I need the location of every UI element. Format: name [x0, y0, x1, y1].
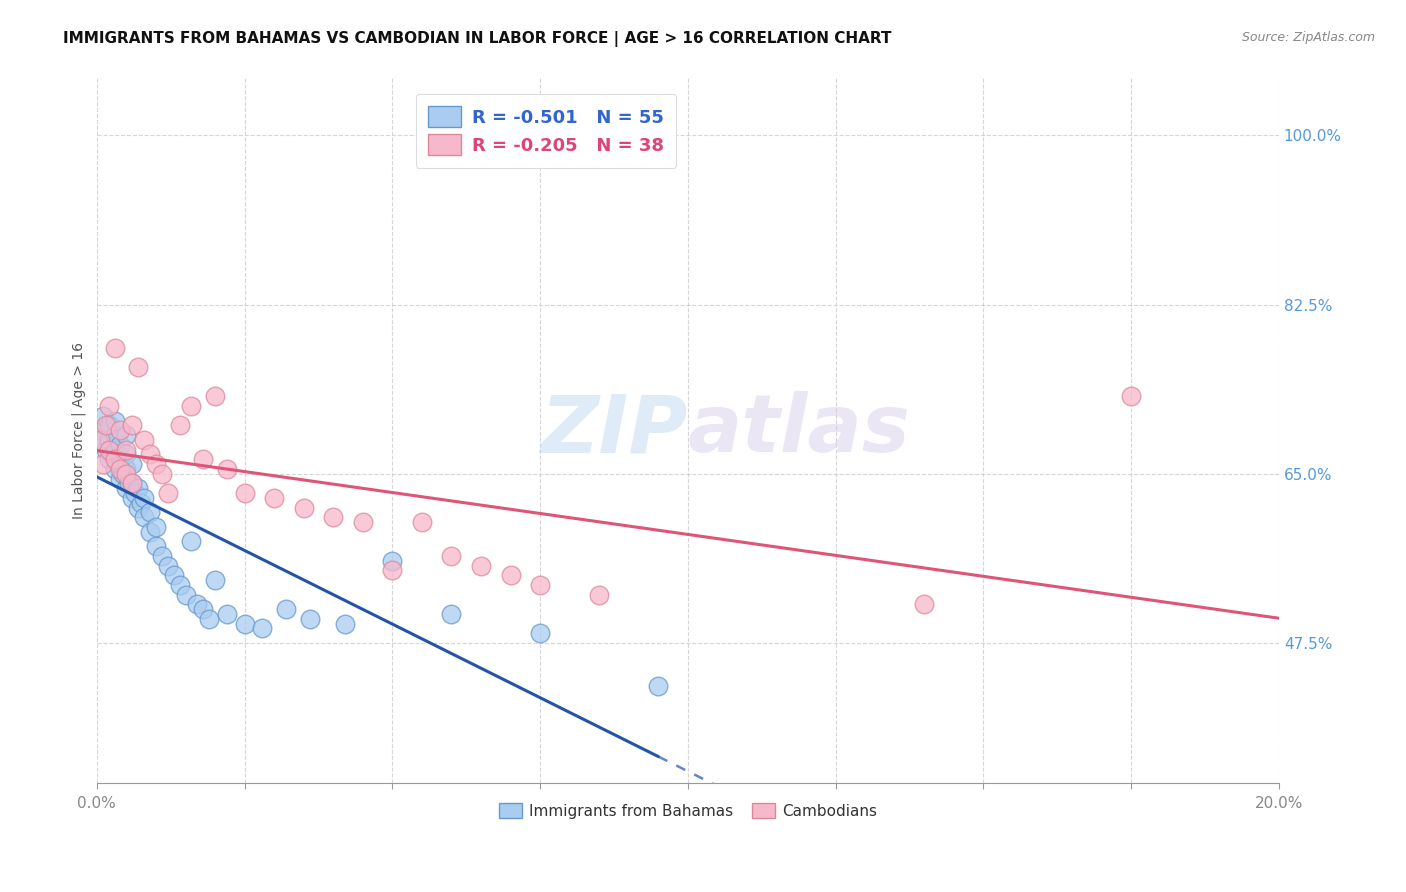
Point [381, 563, 404, 577]
Point [139, 505, 162, 519]
Point [121, 476, 143, 491]
Point [180, 534, 202, 549]
Point [97, 442, 120, 457]
Point [193, 452, 215, 467]
Point [121, 457, 143, 471]
Point [233, 616, 256, 631]
Point [115, 428, 138, 442]
Text: Source: ZipAtlas.com: Source: ZipAtlas.com [1241, 31, 1375, 45]
Point [529, 626, 551, 640]
Point [204, 389, 226, 403]
Point [115, 467, 138, 481]
Point [112, 467, 135, 481]
Point [103, 452, 125, 467]
Point [91, 457, 114, 471]
Point [107, 457, 129, 471]
Point [100, 447, 122, 461]
Point [145, 457, 167, 471]
Point [215, 607, 238, 621]
Point [912, 597, 935, 611]
Point [91, 409, 114, 423]
Point [381, 554, 404, 568]
Text: ZIP: ZIP [540, 392, 688, 469]
Point [89, 433, 111, 447]
Point [103, 442, 125, 457]
Point [127, 500, 149, 515]
Point [1121, 389, 1143, 403]
Point [588, 588, 610, 602]
Point [103, 462, 125, 476]
Point [89, 423, 111, 437]
Point [333, 616, 356, 631]
Point [411, 515, 433, 529]
Point [145, 539, 167, 553]
Point [94, 418, 117, 433]
Legend: Immigrants from Bahamas, Cambodians: Immigrants from Bahamas, Cambodians [492, 797, 883, 825]
Point [233, 486, 256, 500]
Point [169, 418, 191, 433]
Point [440, 607, 463, 621]
Point [134, 510, 156, 524]
Point [252, 621, 274, 635]
Point [470, 558, 492, 573]
Text: atlas: atlas [688, 392, 911, 469]
Point [115, 481, 138, 495]
Point [121, 491, 143, 505]
Point [186, 597, 208, 611]
Point [163, 568, 186, 582]
Point [134, 433, 156, 447]
Point [121, 476, 143, 491]
Point [115, 442, 138, 457]
Point [91, 433, 114, 447]
Y-axis label: In Labor Force | Age > 16: In Labor Force | Age > 16 [72, 342, 86, 519]
Point [121, 418, 143, 433]
Point [127, 360, 149, 375]
Point [94, 442, 117, 457]
Point [103, 341, 125, 355]
Point [215, 462, 238, 476]
Point [103, 413, 125, 427]
Point [97, 418, 120, 433]
Point [180, 399, 202, 413]
Point [110, 423, 132, 437]
Point [115, 462, 138, 476]
Point [298, 612, 321, 626]
Point [139, 524, 162, 539]
Point [139, 447, 162, 461]
Point [110, 457, 132, 471]
Point [204, 573, 226, 587]
Point [97, 433, 120, 447]
Point [150, 467, 173, 481]
Point [127, 481, 149, 495]
Point [97, 399, 120, 413]
Point [292, 500, 315, 515]
Point [322, 510, 344, 524]
Point [129, 496, 152, 510]
Point [134, 491, 156, 505]
Point [352, 515, 374, 529]
Point [118, 476, 141, 491]
Point [274, 602, 297, 616]
Point [110, 472, 132, 486]
Point [193, 602, 215, 616]
Point [110, 462, 132, 476]
Point [263, 491, 285, 505]
Point [145, 520, 167, 534]
Point [115, 447, 138, 461]
Point [647, 679, 669, 693]
Point [150, 549, 173, 563]
Point [97, 452, 120, 467]
Point [174, 588, 197, 602]
Point [103, 428, 125, 442]
Point [499, 568, 522, 582]
Point [440, 549, 463, 563]
Point [110, 438, 132, 452]
Point [156, 486, 179, 500]
Point [124, 486, 146, 500]
Text: IMMIGRANTS FROM BAHAMAS VS CAMBODIAN IN LABOR FORCE | AGE > 16 CORRELATION CHART: IMMIGRANTS FROM BAHAMAS VS CAMBODIAN IN … [63, 31, 891, 47]
Point [169, 578, 191, 592]
Point [529, 578, 551, 592]
Point [156, 558, 179, 573]
Point [198, 612, 221, 626]
